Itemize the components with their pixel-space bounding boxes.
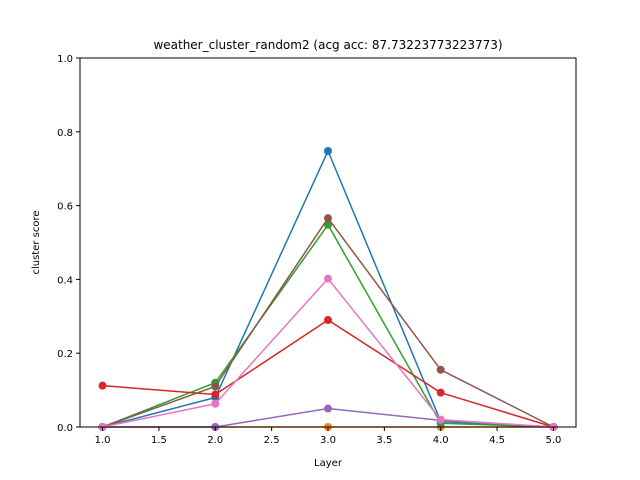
chart-title: weather_cluster_random2 (acg acc: 87.732… bbox=[153, 38, 502, 52]
series-2-point bbox=[324, 220, 332, 229]
series-5-point bbox=[211, 382, 220, 391]
series-3-point bbox=[436, 388, 445, 397]
x-tick-label: 1.0 bbox=[95, 435, 111, 446]
y-axis-label: cluster score bbox=[31, 210, 42, 274]
y-tick-label: 0.0 bbox=[57, 423, 73, 434]
x-tick-label: 3.5 bbox=[376, 435, 392, 446]
y-tick-label: 0.6 bbox=[57, 202, 73, 213]
series-6-point bbox=[324, 274, 332, 283]
series-5-point bbox=[436, 365, 445, 374]
x-tick-label: 1.5 bbox=[151, 435, 167, 446]
y-tick-label: 1.0 bbox=[57, 54, 73, 65]
x-tick-label: 4.5 bbox=[489, 435, 505, 446]
x-tick-label: 3.0 bbox=[320, 435, 336, 446]
y-tick-label: 0.8 bbox=[57, 128, 73, 139]
series-0-point bbox=[324, 146, 332, 155]
series-6-point bbox=[211, 399, 220, 408]
series-5-point bbox=[324, 214, 332, 223]
y-tick-label: 0.2 bbox=[57, 349, 73, 360]
y-axis: 0.0 0.2 0.4 0.6 0.8 1.0 bbox=[57, 54, 80, 434]
y-tick-label: 0.4 bbox=[57, 275, 73, 286]
series-3-point bbox=[211, 390, 220, 399]
series-3-point bbox=[324, 315, 332, 324]
x-tick-label: 2.5 bbox=[264, 435, 280, 446]
x-tick-label: 2.0 bbox=[207, 435, 223, 446]
series-6-point bbox=[436, 415, 445, 424]
x-axis: 1.0 1.5 2.0 2.5 3.0 3.5 4.0 4.5 5.0 bbox=[95, 427, 562, 446]
series-3-point bbox=[98, 381, 107, 390]
x-axis-label: Layer bbox=[314, 458, 343, 469]
series-4-point bbox=[324, 404, 332, 413]
x-tick-label: 5.0 bbox=[546, 435, 562, 446]
x-tick-label: 4.0 bbox=[433, 435, 449, 446]
